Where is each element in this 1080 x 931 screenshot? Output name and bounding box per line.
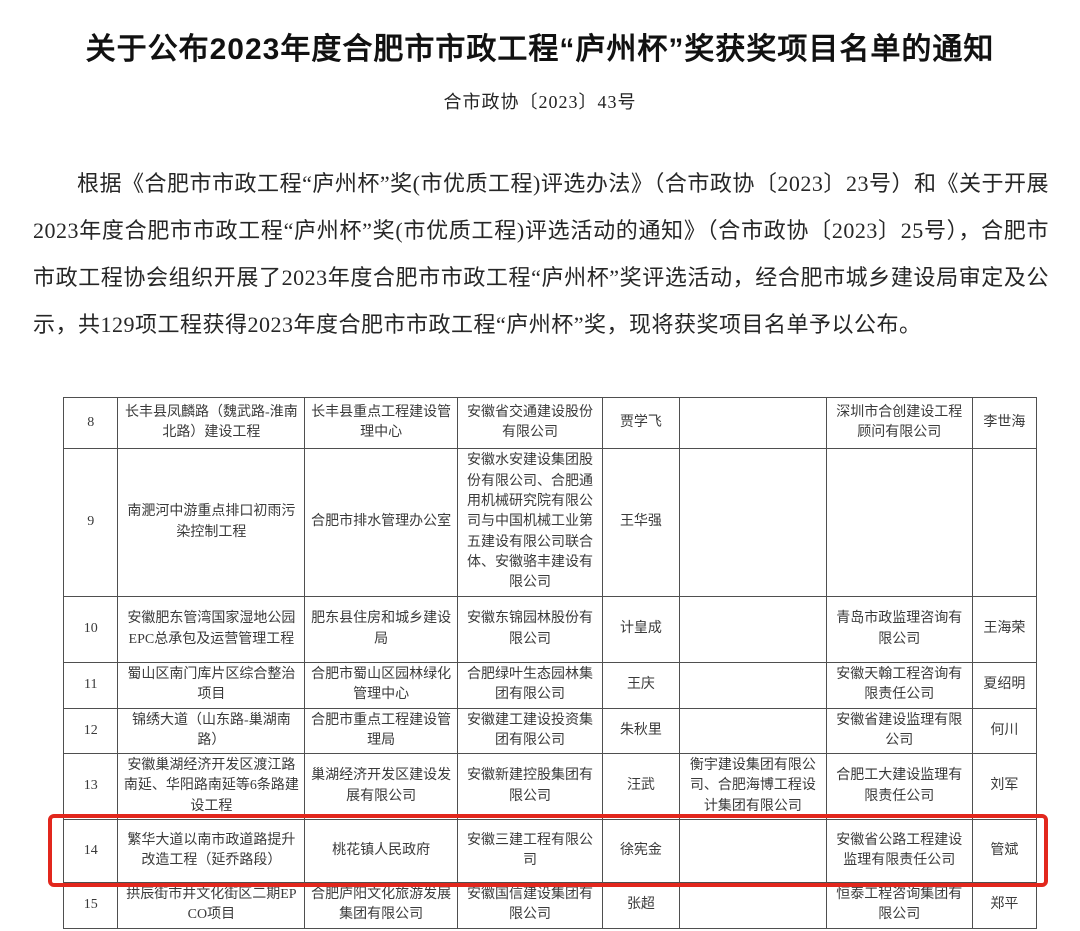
cell-project-leader: 汪武: [602, 753, 680, 821]
cell-supervision-unit: 安徽省公路工程建设监理有限责任公司: [825, 819, 973, 884]
cell-row-number: 11: [62, 662, 119, 709]
cell-supervisor-name: 刘军: [971, 753, 1038, 821]
cell-supervision-unit: 安徽省建设监理有限公司: [825, 707, 973, 755]
table-row: 11 蜀山区南门库片区综合整治项目 合肥市蜀山区园林绿化管理中心 合肥绿叶生态园…: [62, 662, 1038, 709]
cell-supervisor-name: 王海荣: [971, 596, 1038, 663]
cell-participating-units: [678, 819, 827, 884]
cell-project-name: 南淝河中游重点排口初雨污染控制工程: [117, 448, 306, 597]
cell-participating-units: [678, 397, 827, 449]
cell-project-name: 繁华大道以南市政道路提升改造工程（延乔路段）: [117, 819, 306, 884]
cell-participating-units: [678, 882, 827, 929]
cell-row-number: 12: [62, 707, 119, 755]
cell-participating-units: [678, 596, 827, 663]
cell-row-number: 14: [62, 819, 119, 884]
cell-owner-unit: 巢湖经济开发区建设发展有限公司: [304, 753, 459, 821]
cell-row-number: 13: [62, 753, 119, 821]
cell-supervision-unit: [825, 448, 973, 597]
cell-participating-units: [678, 448, 827, 597]
cell-owner-unit: 长丰县重点工程建设管理中心: [304, 397, 459, 449]
cell-supervision-unit: 青岛市政监理咨询有限公司: [825, 596, 973, 663]
cell-project-name: 长丰县凤麟路（魏武路-淮南北路）建设工程: [117, 397, 306, 449]
cell-project-leader: 朱秋里: [602, 707, 680, 755]
table-row: 12 锦绣大道（山东路-巢湖南路） 合肥市重点工程建设管理局 安徽建工建设投资集…: [62, 707, 1038, 755]
cell-supervisor-name: 何川: [971, 707, 1038, 755]
cell-supervision-unit: 安徽天翰工程咨询有限责任公司: [825, 662, 973, 709]
cell-project-leader: 计皇成: [602, 596, 680, 663]
cell-row-number: 9: [62, 448, 119, 597]
document-number: 合市政协〔2023〕43号: [443, 92, 637, 112]
table-row: 13 安徽巢湖经济开发区渡江路南延、华阳路南延等6条路建设工程 巢湖经济开发区建…: [62, 753, 1038, 821]
cell-construction-unit: 安徽建工建设投资集团有限公司: [457, 707, 604, 755]
cell-construction-unit: 安徽东锦园林股份有限公司: [457, 596, 604, 663]
table-row: 14 繁华大道以南市政道路提升改造工程（延乔路段） 桃花镇人民政府 安徽三建工程…: [62, 819, 1038, 884]
cell-project-leader: 张超: [602, 882, 680, 929]
cell-owner-unit: 肥东县住房和城乡建设局: [304, 596, 459, 663]
cell-row-number: 10: [62, 596, 119, 663]
cell-row-number: 15: [62, 882, 119, 929]
cell-construction-unit: 安徽水安建设集团股份有限公司、合肥通用机械研究院有限公司与中国机械工业第五建设有…: [457, 448, 604, 597]
cell-supervision-unit: 恒泰工程咨询集团有限公司: [825, 882, 973, 929]
cell-supervisor-name: 管斌: [971, 819, 1038, 884]
page-title: 关于公布2023年度合肥市市政工程“庐州杯”奖获奖项目名单的通知: [85, 33, 995, 66]
cell-construction-unit: 安徽新建控股集团有限公司: [457, 753, 604, 821]
cell-owner-unit: 合肥庐阳文化旅游发展集团有限公司: [304, 882, 459, 929]
cell-supervisor-name: 李世海: [971, 397, 1038, 449]
cell-project-name: 锦绣大道（山东路-巢湖南路）: [117, 707, 306, 755]
table-row: 15 拱辰街市井文化街区二期EPCO项目 合肥庐阳文化旅游发展集团有限公司 安徽…: [62, 882, 1038, 929]
awards-table-body: 8 长丰县凤麟路（魏武路-淮南北路）建设工程 长丰县重点工程建设管理中心 安徽省…: [62, 397, 1038, 929]
table-row: 9 南淝河中游重点排口初雨污染控制工程 合肥市排水管理办公室 安徽水安建设集团股…: [62, 448, 1038, 597]
notice-body-paragraph: 根据《合肥市市政工程“庐州杯”奖(市优质工程)评选办法》（合市政协〔2023〕2…: [33, 171, 1049, 337]
cell-row-number: 8: [62, 397, 119, 449]
cell-supervisor-name: 郑平: [971, 882, 1038, 929]
award-projects-table: 8 长丰县凤麟路（魏武路-淮南北路）建设工程 长丰县重点工程建设管理中心 安徽省…: [62, 397, 1038, 929]
cell-project-leader: 徐宪金: [602, 819, 680, 884]
cell-owner-unit: 合肥市重点工程建设管理局: [304, 707, 459, 755]
cell-construction-unit: 安徽三建工程有限公司: [457, 819, 604, 884]
cell-project-name: 拱辰街市井文化街区二期EPCO项目: [117, 882, 306, 929]
cell-owner-unit: 合肥市蜀山区园林绿化管理中心: [304, 662, 459, 709]
cell-project-leader: 贾学飞: [602, 397, 680, 449]
cell-owner-unit: 桃花镇人民政府: [304, 819, 459, 884]
cell-participating-units: 衡宇建设集团有限公司、合肥海博工程设计集团有限公司: [678, 753, 827, 821]
table-row: 8 长丰县凤麟路（魏武路-淮南北路）建设工程 长丰县重点工程建设管理中心 安徽省…: [62, 397, 1038, 449]
cell-participating-units: [678, 662, 827, 709]
cell-owner-unit: 合肥市排水管理办公室: [304, 448, 459, 597]
cell-project-leader: 王庆: [602, 662, 680, 709]
cell-supervisor-name: [971, 448, 1038, 597]
cell-project-name: 蜀山区南门库片区综合整治项目: [117, 662, 306, 709]
cell-construction-unit: 合肥绿叶生态园林集团有限公司: [457, 662, 604, 709]
table-row: 10 安徽肥东管湾国家湿地公园EPC总承包及运营管理工程 肥东县住房和城乡建设局…: [62, 596, 1038, 663]
cell-supervisor-name: 夏绍明: [971, 662, 1038, 709]
cell-participating-units: [678, 707, 827, 755]
cell-supervision-unit: 合肥工大建设监理有限责任公司: [825, 753, 973, 821]
cell-construction-unit: 安徽国信建设集团有限公司: [457, 882, 604, 929]
cell-supervision-unit: 深圳市合创建设工程顾问有限公司: [825, 397, 973, 449]
cell-project-name: 安徽巢湖经济开发区渡江路南延、华阳路南延等6条路建设工程: [117, 753, 306, 821]
cell-project-leader: 王华强: [602, 448, 680, 597]
cell-project-name: 安徽肥东管湾国家湿地公园EPC总承包及运营管理工程: [117, 596, 306, 663]
cell-construction-unit: 安徽省交通建设股份有限公司: [457, 397, 604, 449]
